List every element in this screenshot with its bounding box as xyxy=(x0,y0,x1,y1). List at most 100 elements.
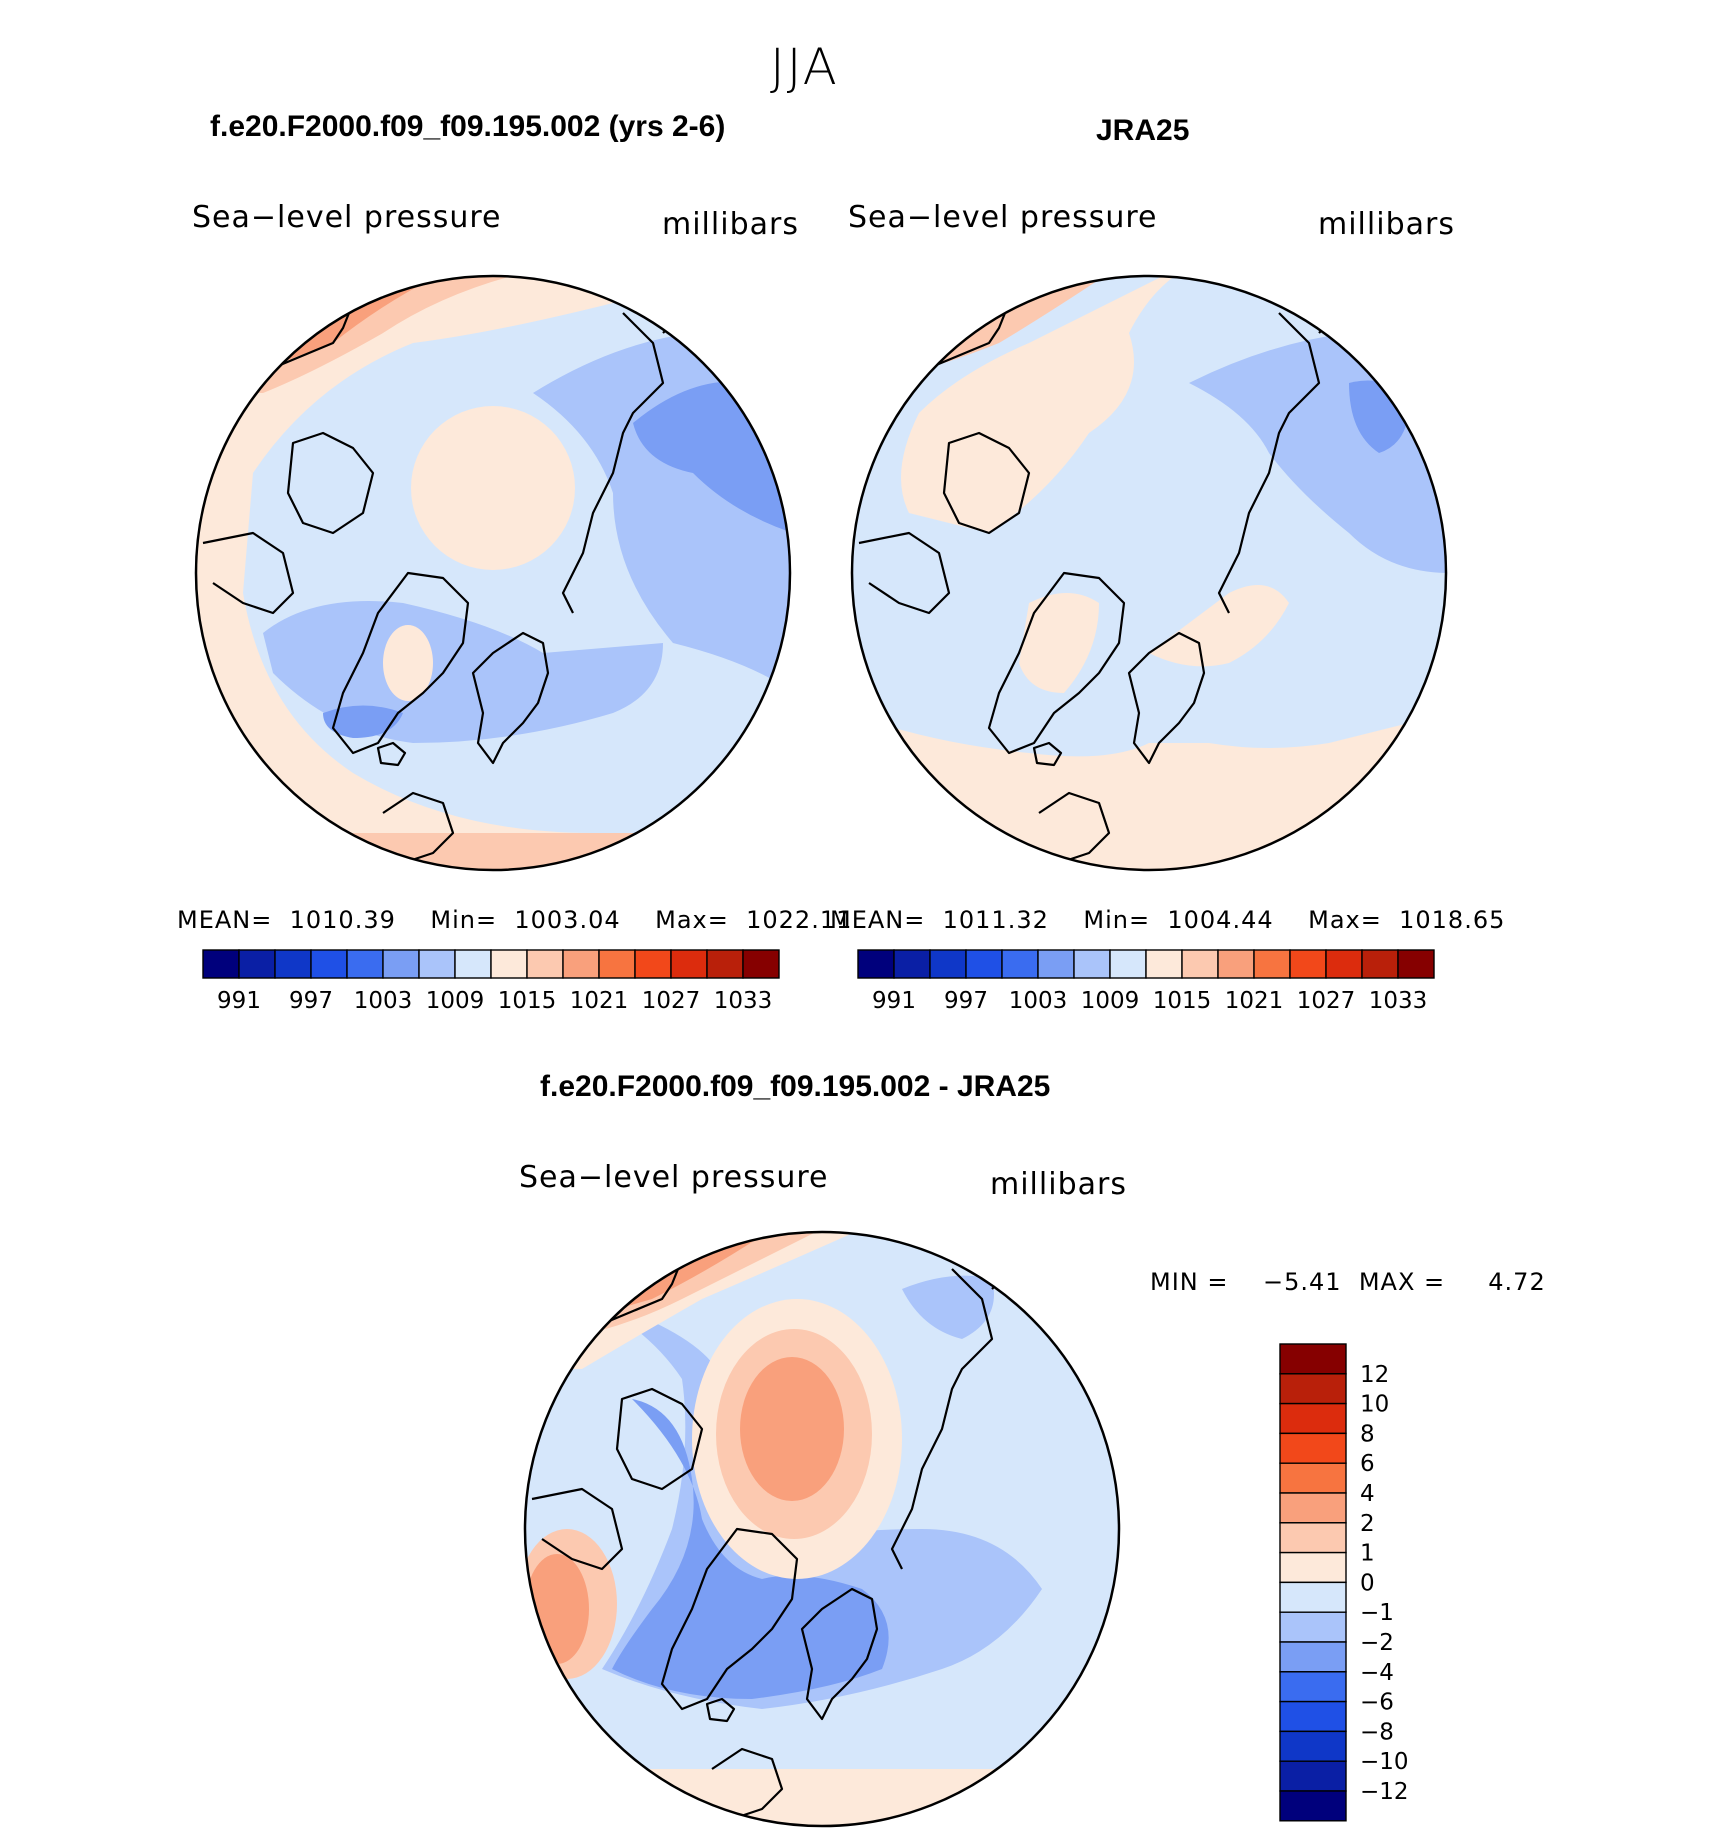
colorbar-box xyxy=(526,949,564,979)
map1-coast-siberia xyxy=(561,312,665,614)
map1-coast-canada-arch xyxy=(286,431,375,535)
map2-coast-hudson xyxy=(858,531,951,615)
diff-colorbar-tick-label: 6 xyxy=(1360,1451,1375,1477)
colorbar-tick-label: 1015 xyxy=(498,988,557,1014)
panel2-max-label: Max= xyxy=(1308,906,1382,934)
panel2-stats: MEAN= 1011.32 Min= 1004.44 Max= 1018.65 xyxy=(830,906,1505,934)
diff-colorbar-box xyxy=(1279,1522,1347,1554)
colorbar-tick-label: 997 xyxy=(944,988,988,1014)
map3-field-low-core xyxy=(612,1399,889,1699)
diff-colorbar-box xyxy=(1279,1641,1347,1673)
panel2-mean-label: MEAN= xyxy=(830,906,926,934)
panel2-units: millibars xyxy=(1318,207,1455,242)
colorbar-box xyxy=(1325,949,1363,979)
panel1-units: millibars xyxy=(662,207,799,242)
map2-coast-siberia xyxy=(1217,312,1321,614)
map2-field-high-greenland xyxy=(1019,593,1099,693)
panel2-min-value: 1004.44 xyxy=(1167,906,1274,934)
diff-colorbar-tick-label: 4 xyxy=(1360,1481,1375,1507)
colorbar-box xyxy=(1397,949,1435,979)
map1-border xyxy=(194,274,792,872)
diff-colorbar-tick-label: −8 xyxy=(1360,1719,1394,1745)
panel1-mean-value: 1010.39 xyxy=(289,906,396,934)
panel2-max-value: 1018.65 xyxy=(1399,906,1506,934)
panel3-title: f.e20.F2000.f09_f09.195.002 - JRA25 xyxy=(540,1070,1051,1103)
colorbar-box xyxy=(1289,949,1327,979)
map3-field-high-sw-rim xyxy=(525,1769,1119,1826)
colorbar-box xyxy=(454,949,492,979)
diff-colorbar-box xyxy=(1279,1581,1347,1613)
colorbar-box xyxy=(1145,949,1183,979)
diff-colorbar-tick-label: −10 xyxy=(1360,1749,1409,1775)
colorbar-tick-label: 991 xyxy=(217,988,261,1014)
map3-coast-scandinavia xyxy=(800,1587,879,1721)
panel3-variable: Sea−level pressure xyxy=(519,1160,829,1195)
panel1-min-value: 1003.04 xyxy=(514,906,621,934)
colorbar-box xyxy=(857,949,895,979)
panel2-title: JRA25 xyxy=(1096,114,1190,147)
season-title: JJA xyxy=(770,38,839,96)
diff-colorbar-tick-label: 0 xyxy=(1360,1570,1375,1596)
colorbar-box xyxy=(634,949,672,979)
panel1-stats: MEAN= 1010.39 Min= 1003.04 Max= 1022.11 xyxy=(177,906,852,934)
panel3-stats: MIN = −5.41 MAX = 4.72 xyxy=(1150,1268,1546,1296)
map1-coast-greenland xyxy=(331,571,470,755)
panel3-max-value: 4.72 xyxy=(1488,1268,1546,1296)
diff-colorbar-tick-label: −12 xyxy=(1360,1779,1409,1805)
colorbar-box xyxy=(893,949,931,979)
diff-colorbar-box xyxy=(1279,1462,1347,1494)
map3-field-high-south-core xyxy=(525,1554,589,1664)
panel3-min-value: −5.41 xyxy=(1263,1268,1342,1296)
diff-colorbar-tick-label: 2 xyxy=(1360,1511,1375,1537)
diff-colorbar-box xyxy=(1279,1402,1347,1435)
map3-coast-canada-arch xyxy=(615,1387,704,1491)
map1-field-high-greenland xyxy=(383,625,433,701)
map2-coast-greenland xyxy=(987,571,1126,755)
colorbar-tick-label: 991 xyxy=(872,988,916,1014)
panel1-max-label: Max= xyxy=(655,906,729,934)
map3-coast-hudson xyxy=(531,1487,624,1571)
colorbar-tick-label: 1027 xyxy=(1297,988,1356,1014)
colorbar-box xyxy=(382,949,420,979)
panel3-min-label: MIN = xyxy=(1150,1268,1229,1296)
colorbar-box xyxy=(1073,949,1111,979)
colorbar-tick-label: 1027 xyxy=(642,988,701,1014)
map1-field-high-center xyxy=(411,406,575,570)
map3-coast-europe xyxy=(711,1747,784,1821)
map3-field-high-center-core xyxy=(740,1357,844,1501)
diff-colorbar-tick-label: −6 xyxy=(1360,1690,1394,1716)
map2-field-high-siberia xyxy=(1149,585,1289,667)
diff-colorbar-box xyxy=(1279,1671,1347,1703)
colorbar-tick-label: 1015 xyxy=(1153,988,1212,1014)
diff-colorbar-box xyxy=(1279,1700,1347,1733)
colorbar-box xyxy=(274,949,312,979)
colorbar-tick-label: 1021 xyxy=(570,988,629,1014)
map3-coast-greenland xyxy=(660,1527,799,1711)
diff-colorbar-tick-label: 8 xyxy=(1360,1421,1375,1447)
colorbar-box xyxy=(238,949,276,979)
map1-field-high-sw xyxy=(196,833,790,870)
map2-field-high-west xyxy=(852,276,1179,533)
diff-colorbar-tick-label: 10 xyxy=(1360,1392,1389,1418)
map2-border xyxy=(850,274,1448,872)
colorbar-box xyxy=(1109,949,1147,979)
diff-colorbar-box xyxy=(1279,1373,1347,1405)
diff-colorbar-box xyxy=(1279,1551,1347,1584)
panel3-map xyxy=(523,1230,1121,1828)
panel3-max-label: MAX = xyxy=(1358,1268,1446,1296)
colorbar-tick-label: 1003 xyxy=(354,988,413,1014)
panel1-map xyxy=(194,274,792,872)
panel1-variable: Sea−level pressure xyxy=(192,200,502,235)
colorbar-tick-label: 1033 xyxy=(714,988,773,1014)
diff-colorbar-box xyxy=(1279,1611,1347,1643)
colorbar-box xyxy=(1181,949,1219,979)
map2-coast-scandinavia xyxy=(1127,631,1206,765)
map2-coast-canada-arch xyxy=(942,431,1031,535)
colorbar-box xyxy=(670,949,708,979)
diff-colorbar-box xyxy=(1279,1432,1347,1464)
map1-field-low-south-core xyxy=(323,705,403,738)
colorbar-box xyxy=(965,949,1003,979)
colorbar-box xyxy=(1253,949,1291,979)
map1-coast-europe xyxy=(382,791,455,865)
